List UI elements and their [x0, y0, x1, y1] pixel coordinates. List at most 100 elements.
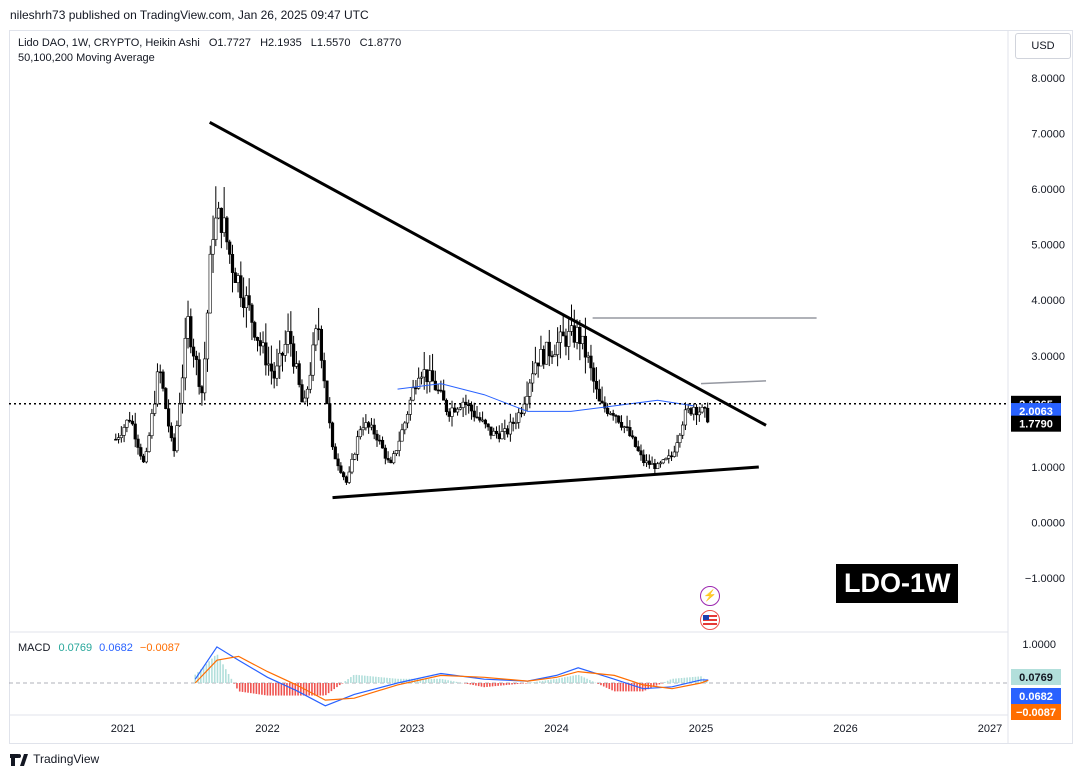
- candle: [689, 408, 693, 415]
- macd-histogram-bar: [544, 680, 547, 683]
- macd-histogram-bar: [294, 683, 297, 696]
- candle: [667, 455, 671, 459]
- macd-histogram-bar: [500, 683, 502, 686]
- brand-footer[interactable]: TradingView: [10, 752, 99, 766]
- candle: [442, 390, 446, 401]
- macd-histogram-bar: [419, 678, 422, 683]
- candle: [531, 373, 535, 384]
- macd-histogram-bar: [241, 683, 244, 692]
- close-value: C1.8770: [359, 37, 402, 49]
- candle: [283, 344, 287, 356]
- candle: [564, 335, 568, 347]
- macd-histogram-bar: [400, 678, 402, 683]
- macd-label-box: [1011, 704, 1061, 720]
- macd-histogram-bar: [280, 683, 283, 696]
- macd-histogram-bar: [283, 683, 285, 696]
- candle: [569, 325, 574, 332]
- candle: [211, 239, 215, 255]
- candle: [525, 396, 529, 405]
- candle: [458, 407, 462, 410]
- currency-button[interactable]: USD: [1015, 33, 1071, 59]
- indicator-label[interactable]: 50,100,200 Moving Average: [18, 52, 155, 64]
- candle: [617, 415, 621, 423]
- macd-histogram-bar: [225, 669, 227, 683]
- macd-histogram-bar: [208, 661, 210, 683]
- macd-histogram-bar: [672, 678, 675, 683]
- candle: [575, 326, 579, 343]
- candle: [228, 241, 232, 255]
- macd-histogram-bar: [361, 675, 363, 683]
- price-label: 1.7790: [1019, 419, 1053, 431]
- candle: [383, 447, 387, 459]
- candle: [594, 380, 599, 390]
- candle: [681, 424, 685, 436]
- macd-histogram-bar: [277, 683, 280, 696]
- candle: [583, 335, 587, 358]
- macd-histogram-bar: [491, 683, 494, 687]
- macd-histogram-bar: [300, 683, 302, 696]
- macd-histogram-bar: [483, 683, 486, 688]
- candle: [125, 419, 129, 428]
- macd-hist-value: 0.0769: [58, 642, 93, 654]
- macd-histogram-bar: [625, 683, 627, 692]
- candle: [191, 346, 196, 357]
- candle: [686, 408, 690, 411]
- candle: [664, 458, 668, 461]
- candle: [675, 442, 679, 453]
- macd-label: −0.0087: [1016, 707, 1056, 719]
- candle: [422, 369, 426, 378]
- candle: [280, 352, 285, 356]
- candle: [492, 430, 496, 436]
- macd-histogram-bar: [316, 683, 319, 696]
- symbol-label[interactable]: Lido DAO, 1W, CRYPTO, Heikin Ashi: [18, 37, 200, 49]
- candle: [289, 331, 293, 345]
- macd-histogram-bar: [308, 683, 310, 696]
- low-value: L1.5570: [310, 37, 351, 49]
- macd-histogram-bar: [383, 677, 386, 683]
- macd-histogram-bar: [455, 681, 458, 683]
- candle: [669, 455, 674, 458]
- x-tick-label: 2021: [111, 723, 135, 735]
- macd-histogram-bar: [327, 683, 330, 694]
- lightning-icon[interactable]: ⚡: [700, 586, 720, 606]
- candle: [661, 459, 665, 464]
- candle: [658, 462, 663, 465]
- us-flag-icon[interactable]: [700, 610, 720, 630]
- macd-histogram-bar: [569, 676, 572, 683]
- candle: [697, 411, 701, 416]
- candle: [411, 387, 415, 401]
- macd-histogram-bar: [427, 678, 430, 683]
- candle: [405, 414, 410, 424]
- candle: [608, 413, 613, 415]
- y-tick-label: 5.0000: [1031, 240, 1065, 252]
- candle: [158, 371, 162, 374]
- candle: [369, 424, 374, 428]
- candle: [542, 349, 546, 365]
- macd-histogram-bar: [555, 678, 558, 683]
- candle: [189, 316, 193, 348]
- macd-histogram-bar: [616, 683, 619, 692]
- y-tick-label: 7.0000: [1031, 128, 1065, 140]
- macd-histogram-bar: [539, 681, 541, 683]
- candle: [155, 371, 160, 405]
- macd-histogram-bar: [380, 677, 383, 683]
- macd-signal-value: −0.0087: [139, 642, 180, 654]
- macd-histogram-bar: [677, 678, 680, 683]
- candle: [208, 253, 212, 314]
- candle: [367, 422, 371, 428]
- macd-histogram-bar: [514, 683, 516, 685]
- candle: [275, 365, 279, 379]
- macd-histogram-bar: [450, 680, 452, 683]
- candle: [166, 408, 171, 427]
- candle: [222, 217, 226, 233]
- macd-histogram-bar: [330, 683, 333, 692]
- macd-tick-label: 1.0000: [1022, 639, 1056, 651]
- candle: [692, 406, 696, 415]
- candle: [653, 463, 657, 469]
- macd-histogram-bar: [347, 679, 349, 683]
- macd-histogram-bar: [375, 676, 377, 683]
- candle: [486, 423, 490, 428]
- macd-histogram-bar: [691, 677, 694, 683]
- candle: [419, 376, 424, 379]
